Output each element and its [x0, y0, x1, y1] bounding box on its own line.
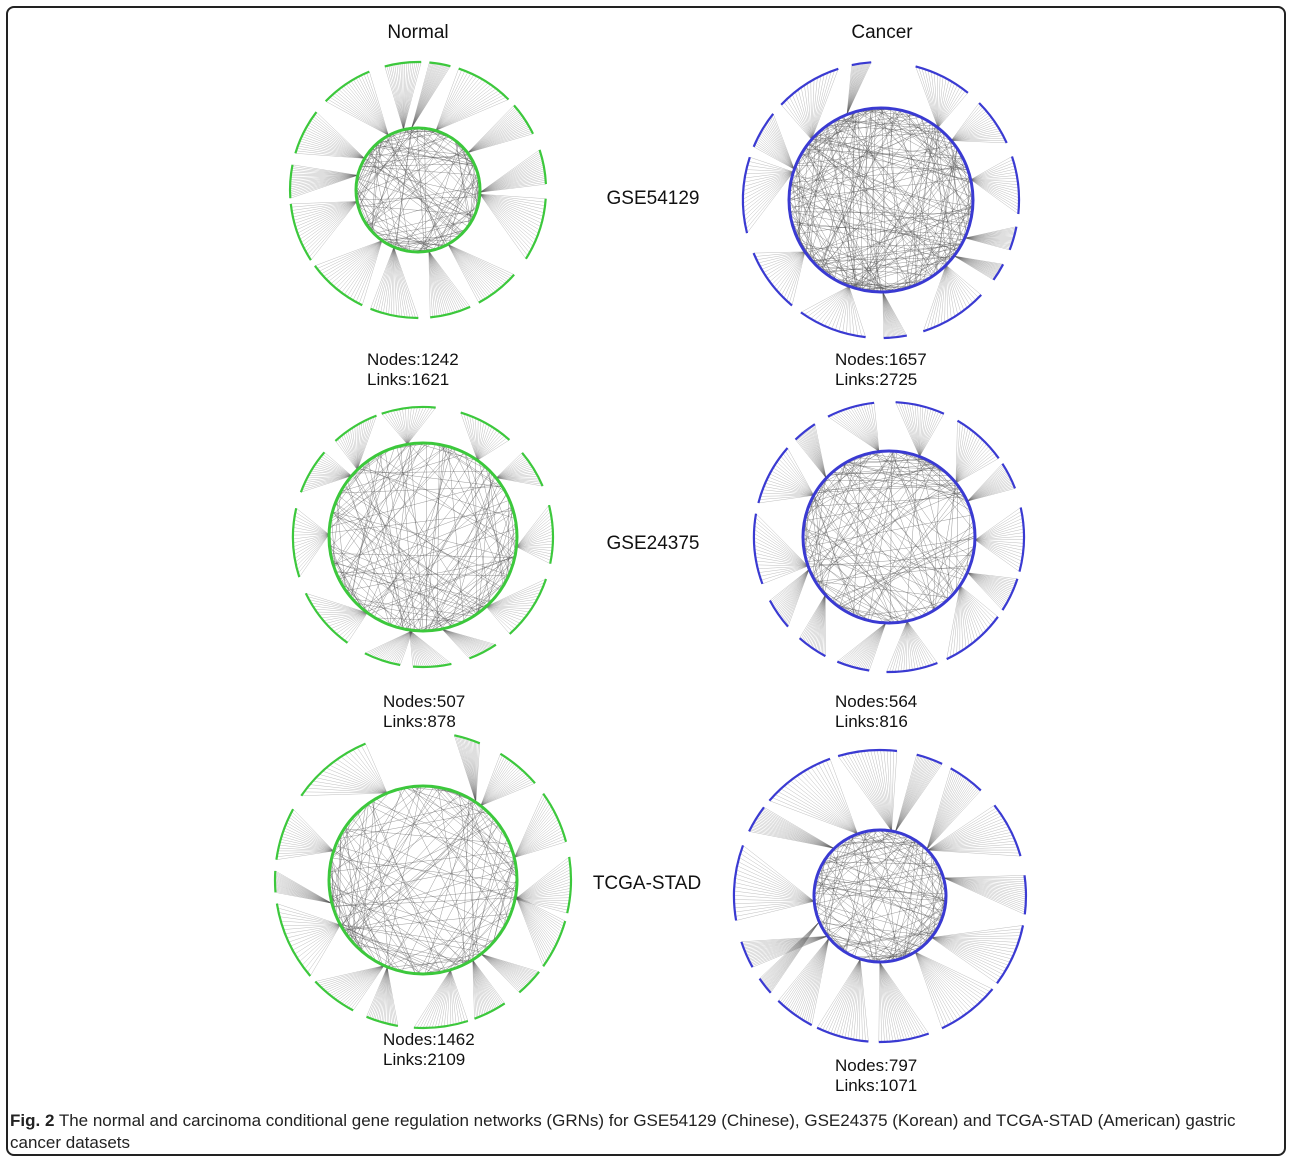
outer-node-ring [741, 61, 1021, 340]
outer-node-ring [288, 60, 547, 320]
stats-normal-gse24375: Nodes:507 Links:878 [383, 692, 465, 732]
inner-node-ring [801, 449, 977, 625]
link-count: Links:1071 [835, 1076, 918, 1095]
link-count: Links:2109 [383, 1050, 466, 1069]
caption-text: The normal and carcinoma conditional gen… [10, 1111, 1236, 1152]
regulatory-fans [733, 749, 1027, 1043]
link-count: Links:878 [383, 712, 456, 731]
node-count: Nodes:1657 [835, 350, 927, 369]
inner-node-ring [812, 828, 948, 964]
network-panel-cancer-gse54129 [741, 61, 1021, 340]
outer-node-ring [752, 401, 1026, 674]
caption-label: Fig. 2 [10, 1111, 55, 1130]
column-header-cancer: Cancer [851, 22, 913, 43]
node-count: Nodes:507 [383, 692, 466, 711]
network-panel-normal-gse54129 [288, 60, 547, 320]
regulatory-fans [742, 62, 1020, 339]
outer-node-ring [291, 405, 555, 669]
stats-cancer-tcga-stad: Nodes:797 Links:1071 [835, 1056, 917, 1096]
dataset-label-gse24375: GSE24375 [606, 533, 700, 554]
stats-cancer-gse24375: Nodes:564 Links:816 [835, 692, 917, 732]
network-panel-cancer-tcga-stad [732, 748, 1028, 1044]
regulatory-fans [289, 61, 546, 319]
inner-edges [802, 450, 976, 624]
network-panel-cancer-gse24375 [752, 401, 1026, 674]
figure-caption: Fig. 2 The normal and carcinoma conditio… [10, 1110, 1282, 1154]
regulatory-fans [292, 406, 554, 668]
dataset-label-tcga-stad: TCGA-STAD [592, 873, 702, 894]
outer-node-ring [273, 734, 573, 1030]
node-count: Nodes:1242 [367, 350, 459, 369]
network-panel-normal-tcga-stad [273, 734, 573, 1030]
inner-node-ring [787, 106, 975, 294]
inner-node-ring [354, 126, 482, 254]
node-count: Nodes:1462 [383, 1030, 475, 1049]
dataset-label-gse54129: GSE54129 [606, 188, 700, 209]
stats-cancer-gse54129: Nodes:1657 Links:2725 [835, 350, 927, 390]
inner-node-ring [327, 441, 519, 633]
inner-edges [788, 107, 974, 293]
regulatory-fans [274, 735, 572, 1029]
node-count: Nodes:564 [835, 692, 918, 711]
stats-normal-tcga-stad: Nodes:1462 Links:2109 [383, 1030, 475, 1070]
inner-node-ring [327, 784, 519, 976]
column-header-normal: Normal [387, 22, 449, 43]
stats-normal-gse54129: Nodes:1242 Links:1621 [367, 350, 459, 390]
link-count: Links:1621 [367, 370, 450, 389]
regulatory-fans [753, 402, 1025, 673]
outer-node-ring [732, 748, 1028, 1044]
link-count: Links:816 [835, 712, 908, 731]
network-panel-normal-gse24375 [291, 405, 555, 669]
node-count: Nodes:797 [835, 1056, 918, 1075]
inner-edges [355, 127, 481, 253]
link-count: Links:2725 [835, 370, 918, 389]
figure-frame [6, 6, 1286, 1156]
